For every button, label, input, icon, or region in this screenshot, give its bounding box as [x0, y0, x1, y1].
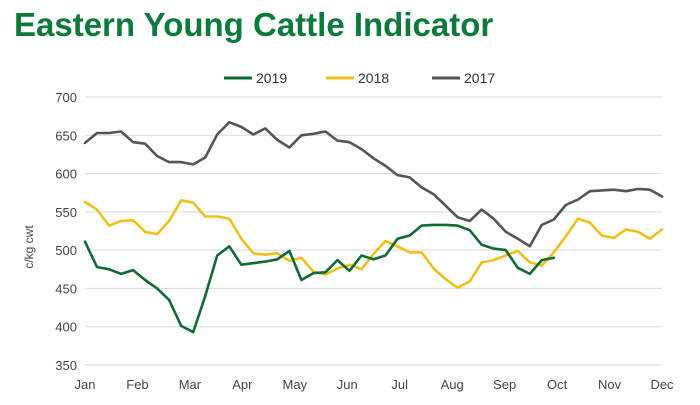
x-tick-label: Aug [441, 377, 464, 392]
y-tick-label: 600 [55, 167, 77, 182]
series-line-2018 [83, 199, 664, 289]
y-tick-label: 700 [55, 90, 77, 105]
y-tick-label: 450 [55, 281, 77, 296]
y-axis-label: c/kg cwt [22, 225, 36, 269]
legend-label-2017: 2017 [464, 70, 495, 86]
legend-label-2019: 2019 [256, 70, 287, 86]
series-lines [83, 121, 664, 334]
y-tick-label: 400 [55, 320, 77, 335]
x-tick-label: May [283, 377, 308, 392]
x-tick-label: Apr [232, 377, 253, 392]
gridlines [85, 96, 662, 366]
y-tick-label: 650 [55, 128, 77, 143]
legend: 2019 2018 2017 [224, 70, 495, 86]
x-tick-label: Nov [598, 377, 622, 392]
x-axis-ticks: Jan Feb Mar Apr May Jun Jul Aug Sep Oct Nov Dec [75, 377, 675, 392]
x-tick-label: Sep [493, 377, 516, 392]
y-tick-label: 550 [55, 205, 77, 220]
x-tick-label: Mar [179, 377, 202, 392]
y-axis-ticks: 350 400 450 500 550 600 650 700 [55, 90, 77, 373]
y-tick-label: 350 [55, 358, 77, 373]
chart-title: Eastern Young Cattle Indicator [14, 6, 494, 43]
y-tick-label: 500 [55, 243, 77, 258]
x-tick-label: Dec [650, 377, 674, 392]
x-tick-label: Jan [75, 377, 96, 392]
x-tick-label: Jul [391, 377, 408, 392]
series-line-2017 [83, 121, 664, 248]
legend-label-2018: 2018 [358, 70, 389, 86]
series-line-2019 [83, 223, 556, 334]
x-tick-label: Jun [337, 377, 358, 392]
x-tick-label: Oct [547, 377, 568, 392]
x-tick-label: Feb [126, 377, 148, 392]
